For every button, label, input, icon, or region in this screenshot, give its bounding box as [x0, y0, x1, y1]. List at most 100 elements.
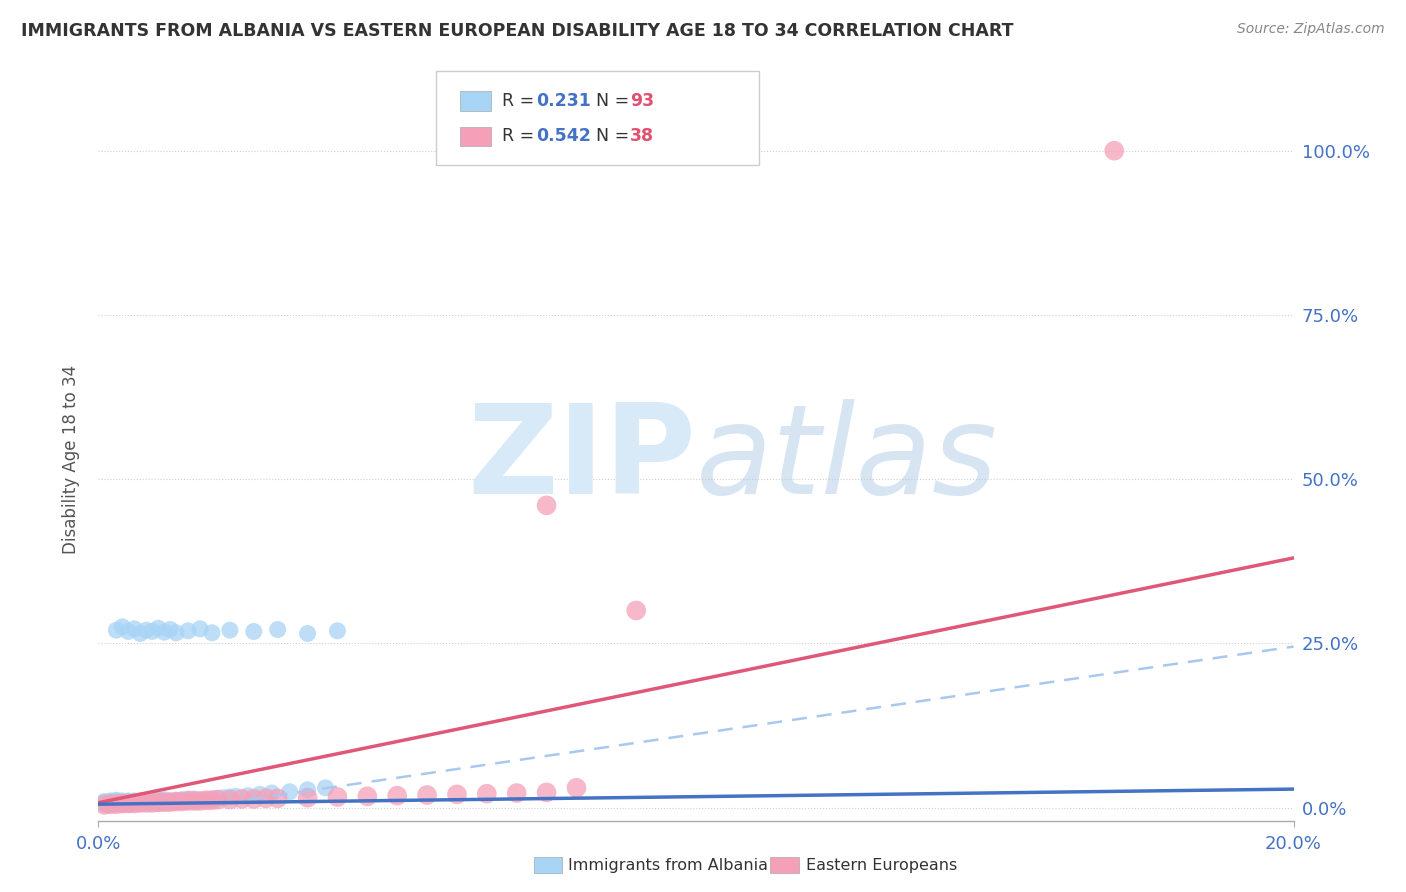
Point [212, 790, 235, 805]
Text: Eastern Europeans: Eastern Europeans [806, 858, 957, 872]
Point [183, 794, 205, 808]
Point [98, 796, 122, 810]
Point [148, 792, 170, 806]
Point [105, 796, 128, 810]
Point [267, 623, 290, 637]
Point [124, 622, 146, 636]
Text: N =: N = [596, 128, 636, 145]
Point [201, 793, 224, 807]
Point [129, 795, 152, 809]
Point [159, 623, 181, 637]
Point [172, 795, 194, 809]
Point [124, 794, 146, 808]
Point [135, 794, 157, 808]
Point [98, 797, 122, 812]
Point [98, 794, 122, 808]
Point [148, 797, 170, 811]
Text: atlas: atlas [696, 399, 998, 520]
Point [93, 796, 115, 810]
Point [148, 795, 170, 809]
Point [201, 625, 224, 640]
Point [183, 792, 205, 806]
Point [111, 797, 134, 811]
Point [93, 797, 115, 812]
Point [105, 795, 128, 809]
Point [188, 622, 211, 636]
Point [219, 789, 242, 804]
Point [141, 795, 163, 809]
Point [356, 789, 378, 804]
Point [148, 796, 170, 810]
Point [219, 623, 242, 637]
Point [153, 792, 176, 806]
Point [183, 794, 205, 808]
Point [243, 624, 266, 639]
Point [105, 795, 128, 809]
Point [260, 786, 283, 800]
Point [117, 624, 139, 639]
Point [141, 796, 163, 810]
Point [148, 795, 170, 809]
Point [105, 797, 128, 811]
Point [475, 787, 498, 801]
Text: IMMIGRANTS FROM ALBANIA VS EASTERN EUROPEAN DISABILITY AGE 18 TO 34 CORRELATION : IMMIGRANTS FROM ALBANIA VS EASTERN EUROP… [21, 22, 1014, 40]
Point [117, 797, 139, 811]
Point [111, 796, 134, 810]
Point [172, 795, 194, 809]
Point [105, 793, 128, 807]
Point [207, 791, 229, 805]
Point [129, 626, 152, 640]
Point [219, 792, 242, 806]
Point [148, 621, 170, 635]
Point [141, 794, 163, 808]
Point [225, 789, 247, 804]
Point [111, 795, 134, 809]
Text: Immigrants from Albania: Immigrants from Albania [568, 858, 768, 872]
Point [124, 797, 146, 811]
Text: 38: 38 [630, 128, 654, 145]
Point [105, 797, 128, 812]
Point [93, 797, 115, 811]
Point [135, 795, 157, 809]
Point [111, 795, 134, 809]
Point [135, 623, 157, 637]
Point [117, 794, 139, 808]
Point [165, 795, 187, 809]
Text: R =: R = [502, 128, 540, 145]
Point [165, 795, 187, 809]
Point [98, 797, 122, 812]
Point [153, 795, 176, 809]
Text: R =: R = [502, 92, 540, 110]
Point [105, 794, 128, 808]
Point [129, 796, 152, 810]
Point [626, 603, 648, 617]
Point [124, 795, 146, 809]
Text: N =: N = [596, 92, 636, 110]
Point [195, 793, 218, 807]
Point [135, 796, 157, 810]
Point [159, 795, 181, 809]
Point [536, 499, 558, 513]
Point [117, 795, 139, 809]
Point [153, 795, 176, 809]
Point [315, 780, 337, 795]
Point [129, 794, 152, 808]
Point [249, 788, 271, 802]
Point [124, 797, 146, 811]
Point [135, 796, 157, 810]
Text: 0.231: 0.231 [536, 92, 591, 110]
Point [326, 624, 349, 638]
Point [165, 625, 187, 640]
Point [153, 625, 176, 640]
Point [111, 797, 134, 812]
Point [231, 792, 253, 806]
Point [1104, 144, 1126, 158]
Point [506, 786, 529, 800]
Point [117, 795, 139, 809]
Text: 0.542: 0.542 [536, 128, 591, 145]
Point [98, 795, 122, 809]
Point [129, 796, 152, 810]
Point [93, 795, 115, 809]
Point [98, 797, 122, 811]
Point [111, 794, 134, 808]
